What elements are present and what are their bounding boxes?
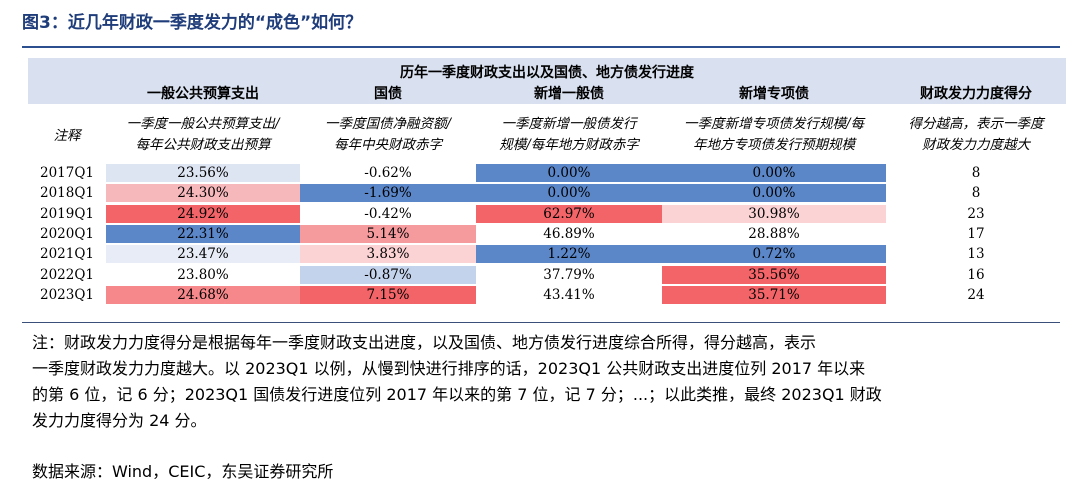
table-cell: -0.62% bbox=[300, 164, 476, 182]
table-cell: 5.14% bbox=[300, 224, 476, 243]
score-cell: 8 bbox=[971, 165, 981, 181]
table-cell: 23.80% bbox=[106, 265, 300, 284]
score-cell: 17 bbox=[967, 225, 985, 242]
note-treasury: 一季度国债净融资额/每年中央财政赤字 bbox=[324, 116, 452, 153]
table-cell: 62.97% bbox=[476, 204, 662, 223]
data-source: 数据来源：Wind，CEIC，东吴证券研究所 bbox=[32, 462, 334, 481]
column-header-score: 财政发力力度得分 bbox=[920, 86, 1032, 102]
table-cell: 24.92% bbox=[106, 204, 300, 223]
row-label: 2020Q1 bbox=[39, 225, 94, 242]
column-header-new-general-bond: 新增一般债 bbox=[534, 86, 604, 102]
table-cell: 28.88% bbox=[662, 224, 886, 243]
row-label: 2021Q1 bbox=[39, 246, 94, 263]
table-cell: 24.68% bbox=[106, 285, 300, 304]
table-cell: 0.00% bbox=[476, 164, 662, 182]
footnote-line: 一季度财政发力力度越大。以 2023Q1 以例，从慢到快进行排序的话，2023Q… bbox=[32, 359, 866, 378]
row-label: 2022Q1 bbox=[39, 266, 94, 283]
top-rule bbox=[22, 46, 1060, 48]
table-cell: 0.00% bbox=[662, 164, 886, 182]
score-cell: 23 bbox=[967, 205, 985, 222]
row-label: 2023Q1 bbox=[39, 286, 94, 303]
bottom-rule bbox=[22, 322, 1060, 323]
column-header-treasury: 国债 bbox=[374, 86, 402, 102]
table-cell: 1.22% bbox=[476, 245, 662, 264]
table-cell: 23.56% bbox=[106, 164, 300, 182]
table-cell: 35.56% bbox=[662, 265, 886, 284]
column-header-new-special-bond: 新增专项债 bbox=[739, 86, 809, 102]
score-cell: 13 bbox=[967, 246, 985, 263]
table-cell: 35.71% bbox=[662, 285, 886, 304]
table-cell: -0.87% bbox=[300, 265, 476, 284]
table-cell: 7.15% bbox=[300, 285, 476, 304]
row-label: 2018Q1 bbox=[39, 185, 94, 202]
table-cell: 3.83% bbox=[300, 245, 476, 264]
table-cell: -1.69% bbox=[300, 184, 476, 203]
table-cell: 46.89% bbox=[476, 224, 662, 243]
score-cell: 16 bbox=[967, 266, 985, 283]
table-cell: 43.41% bbox=[476, 285, 662, 304]
notes-label: 注释 bbox=[53, 128, 81, 144]
footnote: 注：财政发力力度得分是根据每年一季度财政支出进度，以及国债、地方债发行进度综合所… bbox=[32, 330, 1060, 434]
score-cell: 8 bbox=[971, 185, 981, 202]
table-cell: 22.31% bbox=[106, 224, 300, 243]
note-general-budget: 一季度一般公共预算支出/每年公共财政支出预算 bbox=[126, 116, 280, 153]
note-score: 得分越高，表示一季度 财政发力力度越大 bbox=[908, 116, 1044, 153]
table-cell: 0.72% bbox=[662, 245, 886, 264]
table-cell: 23.47% bbox=[106, 245, 300, 264]
table-cell: 0.00% bbox=[662, 184, 886, 203]
score-cell: 24 bbox=[967, 286, 985, 303]
note-new-general-bond: 一季度新增一般债发行 规模/每年地方财政赤字 bbox=[499, 116, 639, 153]
table-header-band bbox=[28, 58, 1066, 104]
row-label: 2017Q1 bbox=[39, 165, 94, 181]
figure-title: 图3：近几年财政一季度发力的“成色”如何？ bbox=[22, 13, 363, 33]
table-cell: 30.98% bbox=[662, 204, 886, 223]
table-title: 历年一季度财政支出以及国债、地方债发行进度 bbox=[400, 65, 694, 81]
column-header-general-budget: 一般公共预算支出 bbox=[147, 86, 259, 102]
footnote-line: 的第 6 位，记 6 分；2023Q1 国债发行进度位列 2017 年以来的第 … bbox=[32, 385, 882, 404]
table-cell: 37.79% bbox=[476, 265, 662, 284]
footnote-line: 发力力度得分为 24 分。 bbox=[32, 411, 207, 430]
table-cell: 24.30% bbox=[106, 184, 300, 203]
note-new-special-bond: 一季度新增专项债发行规模/每 年地方专项债发行预期规模 bbox=[683, 116, 865, 153]
table-cell: 0.00% bbox=[476, 184, 662, 203]
row-label: 2019Q1 bbox=[39, 205, 94, 222]
footnote-line: 注：财政发力力度得分是根据每年一季度财政支出进度，以及国债、地方债发行进度综合所… bbox=[32, 333, 817, 352]
table-cell: -0.42% bbox=[300, 204, 476, 223]
